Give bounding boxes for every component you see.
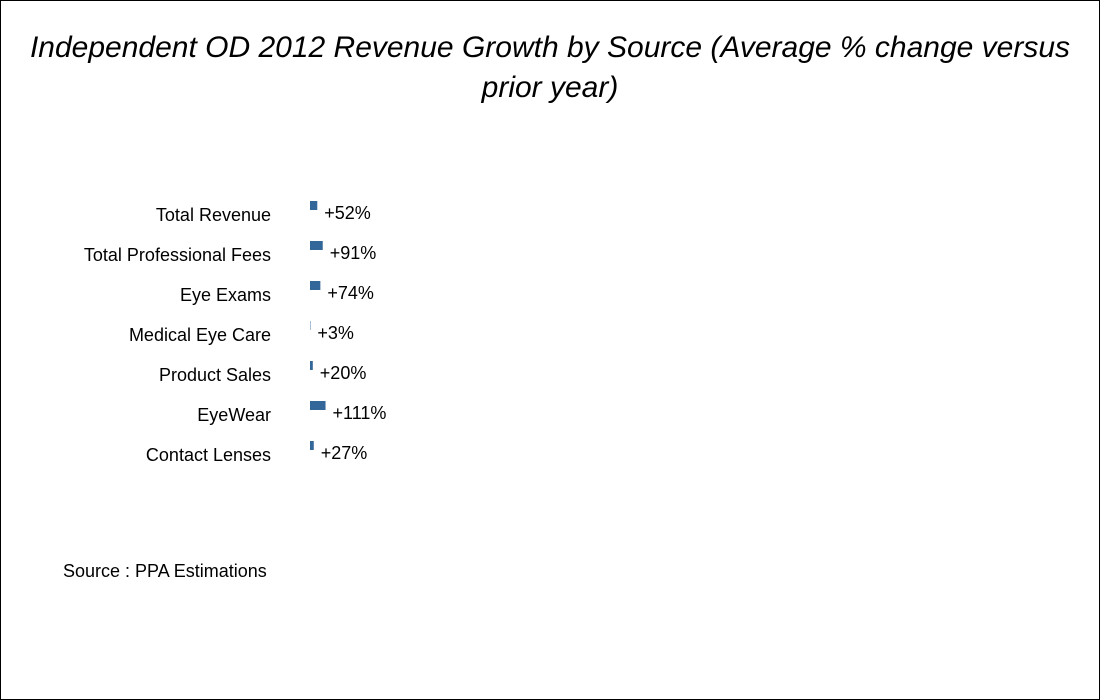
data-label: +91% xyxy=(330,243,377,263)
category-label: EyeWear xyxy=(197,405,271,425)
category-label: Contact Lenses xyxy=(146,445,271,465)
bar xyxy=(310,361,313,370)
data-label: +27% xyxy=(321,443,368,463)
bar xyxy=(310,401,326,410)
category-label: Total Revenue xyxy=(156,205,271,225)
source-note: Source : PPA Estimations xyxy=(63,561,267,581)
bar xyxy=(310,281,321,290)
bar xyxy=(310,441,314,450)
bar xyxy=(310,201,318,210)
category-label: Total Professional Fees xyxy=(84,245,271,265)
bars-group: Total Revenue +52% Total Professional Fees… xyxy=(84,201,387,465)
data-label: +111% xyxy=(333,403,387,423)
data-label: +3% xyxy=(317,323,354,343)
category-label: Medical Eye Care xyxy=(129,325,271,345)
data-label: +52% xyxy=(324,203,371,223)
category-label: Eye Exams xyxy=(180,285,271,305)
data-label: +74% xyxy=(327,283,374,303)
category-label: Product Sales xyxy=(159,365,271,385)
data-label: +20% xyxy=(320,363,367,383)
bar xyxy=(310,241,323,250)
chart-title: Independent OD 2012 Revenue Growth by So… xyxy=(29,31,1071,104)
